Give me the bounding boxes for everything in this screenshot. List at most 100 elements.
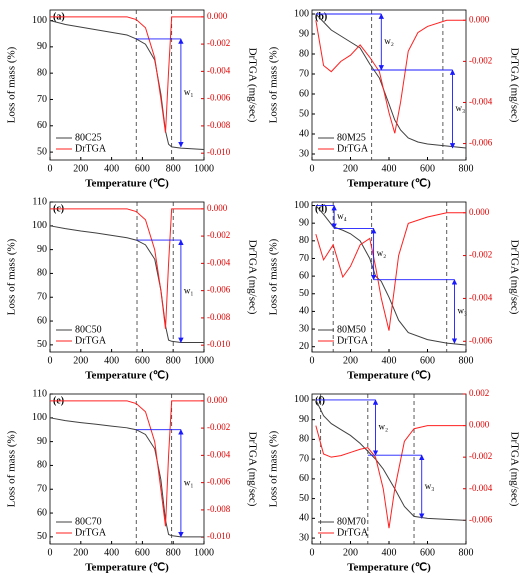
series-line [315,13,467,149]
y2-tick-label: 0.000 [469,420,490,430]
y2-axis-label: DrTGA (mg/sec) [246,240,258,315]
y2-tick-label: -0.004 [469,292,493,302]
y-tick-label: 60 [37,507,47,518]
x-tick-label: 400 [382,547,397,558]
y2-tick-label: -0.010 [207,531,231,541]
x-axis-label: Temperature (℃) [85,178,169,190]
y2-tick-label: -0.006 [207,285,231,295]
y-tick-label: 60 [37,315,47,326]
x-tick-label: 600 [420,547,435,558]
x-tick-label: 600 [420,163,435,174]
y2-tick-label: 0.000 [207,395,228,405]
y-tick-label: 80 [299,434,309,445]
x-tick-label: 0 [48,355,53,366]
x-axis-label: Temperature (℃) [85,562,169,574]
legend-label: 80C25 [75,132,102,143]
legend-label: 80C50 [75,324,102,335]
y-tick-label: 100 [294,394,309,405]
y-tick-label: 30 [299,532,309,543]
y2-tick-label: -0.004 [469,97,493,107]
y-axis-label: Loss of mass (%) [6,46,18,123]
y2-tick-label: 0.002 [469,388,489,398]
y-tick-label: 70 [37,292,47,303]
y-tick-label: 70 [37,94,47,105]
bracket-label: w₁ [184,87,194,97]
x-tick-label: 200 [73,355,88,366]
y2-tick-label: -0.006 [469,514,493,524]
bracket-label: w₂ [384,36,394,46]
panel-label: (d) [315,203,327,214]
y2-tick-label: -0.006 [469,335,493,345]
y-tick-label: 50 [37,146,47,157]
x-axis-label: Temperature (℃) [347,178,431,190]
y-tick-label: 70 [37,484,47,495]
x-tick-label: 1000 [194,163,214,174]
x-tick-label: 1000 [194,355,214,366]
x-tick-label: 600 [135,355,150,366]
x-tick-label: 400 [104,163,119,174]
x-tick-label: 800 [166,163,181,174]
y2-axis-label: DrTGA (mg/sec) [246,432,258,507]
y2-tick-label: 0.000 [207,203,228,213]
panel: 0 200 400 600 800 1000 50 60 70 80 90 100 110 0.000 -0… [6,196,259,381]
plot-frame [311,393,467,545]
x-tick-label: 400 [104,355,119,366]
y2-tick-label: -0.002 [207,230,230,240]
legend-label: DrTGA [75,527,107,538]
y-axis-label: Loss of mass (%) [6,238,18,315]
y2-axis-label: DrTGA (mg/sec) [508,48,520,123]
series-line [315,425,466,529]
x-tick-label: 800 [459,355,474,366]
y2-tick-label: -0.010 [207,339,231,349]
y2-tick-label: 0.000 [469,14,490,24]
series-line [49,417,204,538]
y-tick-label: 50 [299,288,309,299]
y-tick-label: 100 [294,8,309,19]
y-tick-label: 90 [37,41,47,52]
y2-tick-label: -0.002 [469,55,492,65]
y2-tick-label: -0.004 [207,65,231,75]
legend-label: DrTGA [75,335,107,346]
x-tick-label: 0 [48,163,53,174]
x-tick-label: 800 [166,355,181,366]
y-tick-label: 70 [299,253,309,264]
y-tick-label: 60 [299,473,309,484]
x-tick-label: 0 [310,547,315,558]
y-tick-label: 40 [299,513,309,524]
legend-label: DrTGA [337,335,369,346]
panel-label: (f) [315,395,325,406]
y2-tick-label: -0.004 [207,257,231,267]
y2-tick-label: -0.008 [207,120,231,130]
x-tick-label: 0 [310,163,315,174]
bracket-label: w₃ [457,305,467,315]
bracket-label: w₁ [184,285,194,295]
bracket-label: w₂ [379,422,389,432]
y2-tick-label: -0.002 [469,250,492,260]
x-tick-label: 600 [135,163,150,174]
y2-tick-label: -0.008 [207,504,231,514]
legend-label: DrTGA [75,143,107,154]
y-tick-label: 60 [299,270,309,281]
y2-axis-label: DrTGA (mg/sec) [508,432,520,507]
y2-tick-label: 0.000 [469,207,490,217]
panel: 0 200 400 600 800 30 40 50 60 70 80 90 100 0.000 -0.00… [268,8,520,189]
y-tick-label: 80 [37,67,47,78]
x-tick-label: 0 [48,547,53,558]
y2-tick-label: -0.004 [207,449,231,459]
y2-tick-label: -0.010 [207,147,231,157]
series-line [50,16,204,133]
plot-frame [49,393,205,545]
x-tick-label: 200 [73,547,88,558]
y-tick-label: 70 [299,68,309,79]
y-tick-label: 90 [37,436,47,447]
y-tick-label: 90 [299,28,309,39]
y-tick-label: 80 [37,460,47,471]
y-tick-label: 100 [294,200,309,211]
y-tick-label: 30 [299,148,309,159]
x-tick-label: 400 [104,547,119,558]
y-tick-label: 70 [299,453,309,464]
plot-frame [49,9,205,161]
legend-label: 80M25 [337,132,366,143]
x-tick-label: 400 [382,163,397,174]
